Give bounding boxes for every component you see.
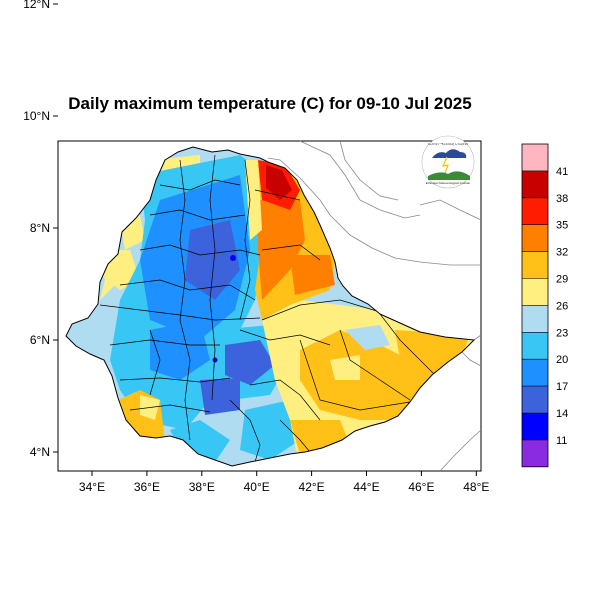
colorbar-swatch <box>522 386 548 413</box>
x-tick-label: 44°E <box>353 480 379 494</box>
colorbar-swatch <box>522 413 548 440</box>
colorbar-label: 11 <box>556 435 567 447</box>
x-tick-label: 46°E <box>408 480 434 494</box>
colorbar-label: 14 <box>556 408 568 420</box>
admin-boundaries <box>99 154 441 463</box>
colorbar-label: 29 <box>556 274 568 286</box>
colorbar-swatch <box>522 439 548 467</box>
lightning-icon <box>441 156 449 174</box>
logo-text-top: የኢትዮጵያ ሚቲዎሮሎጂ ኢንስቲትዩት <box>428 142 469 146</box>
colorbar-swatch <box>522 359 548 387</box>
colorbar-swatch <box>522 332 548 360</box>
colorbar-swatch <box>522 197 548 225</box>
coastlines <box>267 140 482 472</box>
colorbar-swatch <box>522 251 548 279</box>
colorbar: 41 38 35 32 29 26 23 20 17 14 11 <box>521 143 568 468</box>
y-tick-label: 10°N <box>23 109 50 123</box>
colorbar-label: 32 <box>556 247 568 259</box>
colorbar-swatch <box>522 144 548 171</box>
y-axis: 4°N6°N8°N10°N12°N14°N <box>23 0 58 459</box>
y-tick-label: 4°N <box>30 445 50 459</box>
x-tick-label: 36°E <box>134 480 160 494</box>
y-tick-label: 6°N <box>30 333 50 347</box>
colorbar-label: 17 <box>556 381 568 393</box>
colorbar-swatch <box>522 305 548 333</box>
cloud-icon <box>432 149 467 158</box>
y-tick-label: 12°N <box>23 0 50 11</box>
x-tick-label: 34°E <box>79 480 105 494</box>
colorbar-label: 41 <box>556 166 568 178</box>
x-tick-label: 42°E <box>299 480 325 494</box>
x-tick-label: 38°E <box>189 480 215 494</box>
map-title: Daily maximum temperature (C) for 09-10 … <box>68 94 472 113</box>
colorbar-label: 26 <box>556 300 568 312</box>
x-tick-label: 40°E <box>244 480 270 494</box>
plot-frame <box>57 140 482 472</box>
mountain-icon <box>428 171 470 180</box>
x-tick-label: 48°E <box>463 480 489 494</box>
colorbar-label: 38 <box>556 193 568 205</box>
colorbar-label: 23 <box>556 327 568 339</box>
colorbar-swatch <box>522 170 548 198</box>
x-axis: 34°E 36°E 38°E 40°E 42°E 44°E 46°E 48°E <box>79 471 489 494</box>
colorbar-label: 20 <box>556 354 568 366</box>
colorbar-swatch <box>522 278 548 306</box>
y-tick-label: 8°N <box>30 221 50 235</box>
institute-logo: የኢትዮጵያ ሚቲዎሮሎጂ ኢንስቲትዩት Ethiopian Meteorol… <box>421 135 475 189</box>
country-outline <box>65 146 476 467</box>
colorbar-label: 35 <box>556 220 568 232</box>
colorbar-swatch <box>522 224 548 252</box>
temperature-field <box>66 147 474 466</box>
logo-text-bottom: Ethiopian Meteorological Institute <box>426 181 471 185</box>
